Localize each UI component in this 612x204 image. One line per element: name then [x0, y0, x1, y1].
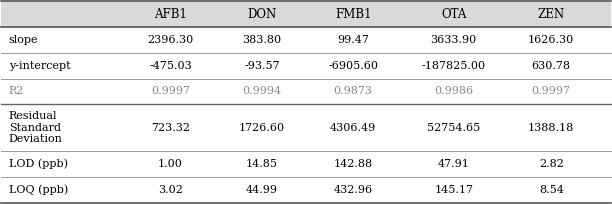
Text: 1626.30: 1626.30 — [528, 35, 574, 45]
Text: 44.99: 44.99 — [246, 185, 278, 195]
Text: 383.80: 383.80 — [242, 35, 282, 45]
Text: 0.9997: 0.9997 — [532, 86, 571, 96]
Text: 3.02: 3.02 — [158, 185, 183, 195]
Text: -6905.60: -6905.60 — [328, 61, 378, 71]
Text: DON: DON — [247, 8, 277, 21]
Text: 0.9994: 0.9994 — [242, 86, 282, 96]
Text: 2.82: 2.82 — [539, 159, 564, 169]
Text: 2396.30: 2396.30 — [147, 35, 193, 45]
Text: AFB1: AFB1 — [154, 8, 187, 21]
Text: 3633.90: 3633.90 — [431, 35, 477, 45]
Text: OTA: OTA — [441, 8, 466, 21]
Text: 145.17: 145.17 — [435, 185, 473, 195]
Text: 14.85: 14.85 — [246, 159, 278, 169]
Text: 99.47: 99.47 — [337, 35, 369, 45]
Text: 47.91: 47.91 — [438, 159, 469, 169]
Text: -187825.00: -187825.00 — [422, 61, 486, 71]
Text: LOD (ppb): LOD (ppb) — [9, 159, 68, 169]
Text: 0.9873: 0.9873 — [334, 86, 373, 96]
Text: FMB1: FMB1 — [335, 8, 371, 21]
Text: y-intercept: y-intercept — [9, 61, 70, 71]
Text: 1388.18: 1388.18 — [528, 123, 574, 133]
Text: 8.54: 8.54 — [539, 185, 564, 195]
Text: 1.00: 1.00 — [158, 159, 183, 169]
Text: slope: slope — [9, 35, 38, 45]
Text: 630.78: 630.78 — [532, 61, 571, 71]
Text: R2: R2 — [9, 86, 24, 96]
Text: 1726.60: 1726.60 — [239, 123, 285, 133]
Text: 723.32: 723.32 — [151, 123, 190, 133]
Text: -475.03: -475.03 — [149, 61, 192, 71]
Text: 4306.49: 4306.49 — [330, 123, 376, 133]
Text: 142.88: 142.88 — [334, 159, 373, 169]
Text: -93.57: -93.57 — [244, 61, 280, 71]
Text: 0.9986: 0.9986 — [434, 86, 473, 96]
Text: ZEN: ZEN — [538, 8, 565, 21]
Text: LOQ (ppb): LOQ (ppb) — [9, 184, 68, 195]
Text: Residual
Standard
Deviation: Residual Standard Deviation — [9, 111, 62, 144]
Text: 432.96: 432.96 — [334, 185, 373, 195]
Bar — [1, 1, 611, 27]
Text: 52754.65: 52754.65 — [427, 123, 480, 133]
Text: 0.9997: 0.9997 — [151, 86, 190, 96]
